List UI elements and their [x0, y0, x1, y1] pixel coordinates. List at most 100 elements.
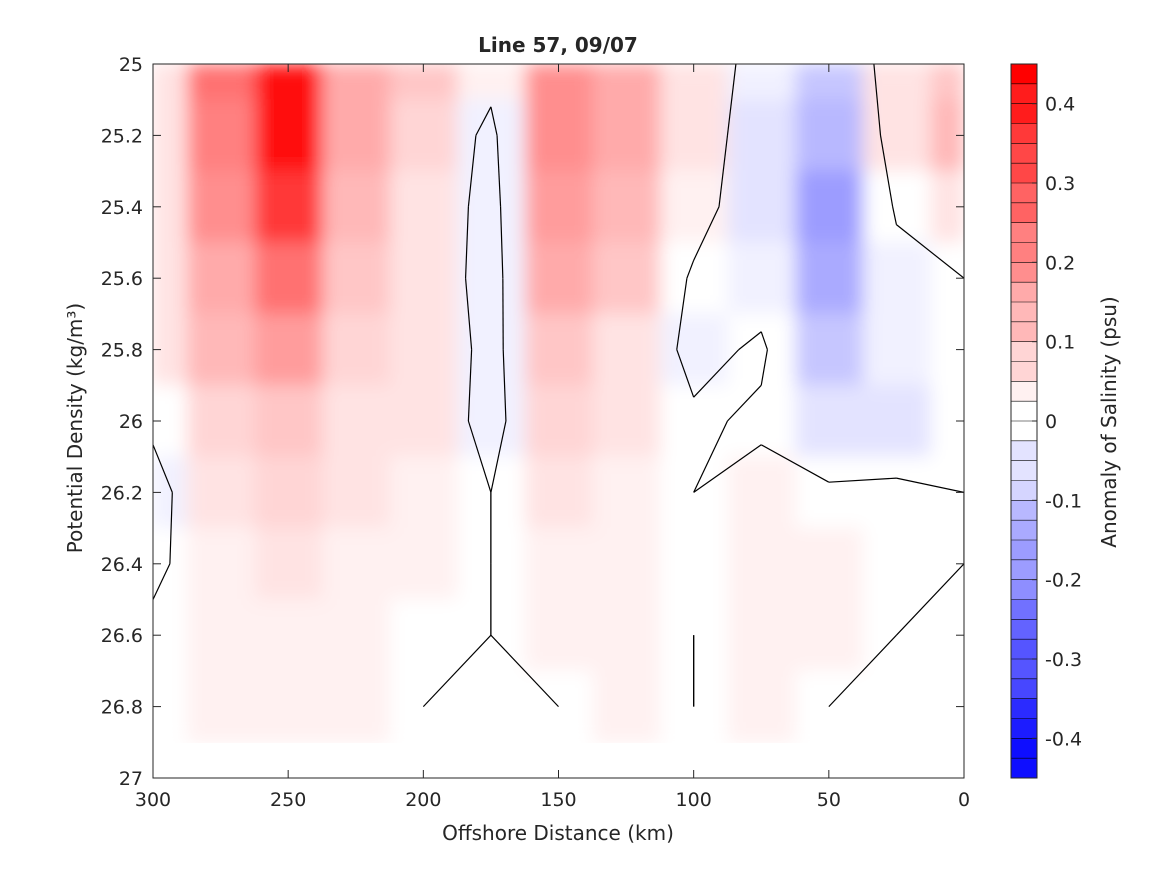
anomaly-cell [592, 385, 661, 457]
colorbar-label: Anomaly of Salinity (psu) [1097, 296, 1121, 547]
colorbar-swatch [1011, 699, 1037, 719]
colorbar-tick-label: 0.2 [1045, 252, 1075, 274]
anomaly-cell [795, 599, 864, 671]
anomaly-cell [186, 599, 255, 671]
anomaly-cell [592, 456, 661, 528]
colorbar-swatch [1011, 243, 1037, 263]
x-tick-label: 200 [405, 789, 441, 811]
x-axis-label: Offshore Distance (km) [442, 821, 674, 845]
colorbar-swatch [1011, 639, 1037, 659]
anomaly-cell [795, 171, 864, 243]
anomaly-cell [254, 313, 323, 385]
anomaly-cell [592, 670, 661, 742]
y-tick-label: 27 [119, 768, 143, 790]
anomaly-cell [727, 99, 796, 171]
colorbar-swatch [1011, 282, 1037, 302]
anomaly-cell [795, 242, 864, 314]
anomaly-cell [254, 385, 323, 457]
anomaly-cell [727, 599, 796, 671]
anomaly-cell [389, 99, 458, 171]
anomaly-cell [727, 313, 796, 385]
colorbar-swatch [1011, 104, 1037, 124]
x-tick-label: 250 [270, 789, 306, 811]
colorbar-swatch [1011, 381, 1037, 401]
anomaly-cell [254, 670, 323, 742]
anomaly-cell [524, 313, 593, 385]
anomaly-cell [862, 670, 931, 742]
anomaly-cell [930, 64, 965, 101]
x-tick-label: 0 [958, 789, 970, 811]
anomaly-cell [727, 456, 796, 528]
chart-title: Line 57, 09/07 [478, 33, 638, 57]
anomaly-cell [524, 385, 593, 457]
anomaly-cell [862, 528, 931, 600]
y-tick-label: 26.2 [101, 482, 143, 504]
anomaly-cell [389, 599, 458, 671]
colorbar-swatch [1011, 619, 1037, 639]
anomaly-cell [524, 599, 593, 671]
anomaly-cell [524, 456, 593, 528]
y-tick-label: 25.8 [101, 340, 143, 362]
colorbar-swatch [1011, 659, 1037, 679]
colorbar-swatch [1011, 738, 1037, 758]
colorbar-swatch [1011, 64, 1037, 84]
anomaly-cell [186, 171, 255, 243]
y-tick-label: 26 [119, 411, 143, 433]
anomaly-cell [389, 171, 458, 243]
anomaly-cell [862, 171, 931, 243]
anomaly-cell [389, 528, 458, 600]
colorbar-swatch [1011, 262, 1037, 282]
x-tick-label: 100 [676, 789, 712, 811]
anomaly-cell [592, 313, 661, 385]
anomaly-cell [153, 64, 188, 101]
colorbar-swatch [1011, 441, 1037, 461]
anomaly-cell [592, 599, 661, 671]
anomaly-cell [186, 670, 255, 742]
anomaly-cell [592, 242, 661, 314]
y-tick-label: 25.2 [101, 125, 143, 147]
anomaly-cell [186, 528, 255, 600]
colorbar-swatch [1011, 719, 1037, 739]
anomaly-cell [862, 313, 931, 385]
colorbar-swatch [1011, 600, 1037, 620]
colorbar-swatch [1011, 421, 1037, 441]
colorbar-swatch [1011, 401, 1037, 421]
anomaly-cell [321, 242, 390, 314]
anomaly-cell [254, 528, 323, 600]
anomaly-cell [186, 64, 255, 101]
colorbar-swatch [1011, 500, 1037, 520]
anomaly-cell [862, 64, 931, 101]
y-tick-label: 26.4 [101, 554, 143, 576]
colorbar-swatch [1011, 461, 1037, 481]
anomaly-cell [862, 385, 931, 457]
anomaly-cell [524, 242, 593, 314]
colorbar-tick-label: -0.3 [1045, 649, 1082, 671]
anomaly-cell [321, 528, 390, 600]
anomaly-cell [186, 313, 255, 385]
anomaly-cell [795, 99, 864, 171]
anomaly-cell [254, 599, 323, 671]
y-tick-label: 25.4 [101, 197, 143, 219]
anomaly-cell [659, 456, 728, 528]
plot-area [153, 64, 965, 779]
colorbar-swatch [1011, 163, 1037, 183]
anomaly-cell [727, 670, 796, 742]
y-tick-label: 26.8 [101, 697, 143, 719]
anomaly-cell [795, 385, 864, 457]
anomaly-cell [524, 528, 593, 600]
colorbar-swatch [1011, 143, 1037, 163]
anomaly-cell [389, 313, 458, 385]
anomaly-cell [321, 599, 390, 671]
anomaly-cell [524, 171, 593, 243]
anomaly-cell [862, 99, 931, 171]
anomaly-cell [659, 171, 728, 243]
colorbar-swatch [1011, 183, 1037, 203]
colorbar-swatch [1011, 758, 1037, 778]
anomaly-cell [659, 242, 728, 314]
colorbar-swatch [1011, 342, 1037, 362]
anomaly-cell [457, 64, 526, 101]
anomaly-cell [727, 242, 796, 314]
anomaly-cell [457, 99, 526, 171]
